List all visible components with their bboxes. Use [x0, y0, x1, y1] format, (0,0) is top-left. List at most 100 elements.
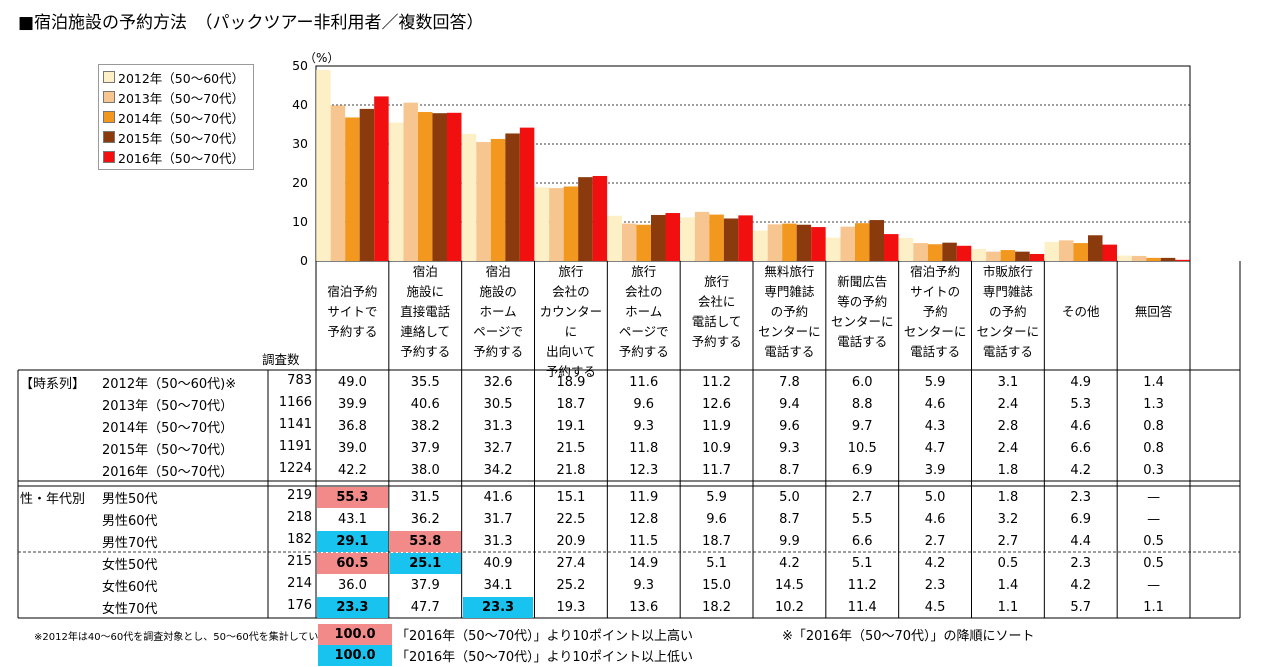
table-cell: 2.7	[924, 533, 946, 549]
table-cell: 2.4	[997, 396, 1019, 412]
bar	[578, 177, 593, 261]
table-cell: 49.0	[337, 375, 367, 390]
plot-frame	[315, 65, 1191, 262]
bar	[622, 223, 637, 261]
table-cell: 1.1	[1143, 599, 1164, 615]
category-label-line: 専門雑誌	[764, 284, 815, 299]
table-cell: 1.8	[997, 462, 1019, 478]
bar	[534, 187, 550, 261]
bar	[956, 245, 972, 261]
category-label-line: の予約	[770, 304, 809, 319]
category-label-line: 等の予約	[837, 294, 888, 309]
table-cell: 31.3	[483, 533, 513, 549]
row-sample-size: 783	[287, 373, 312, 388]
category-label: 旅行 会社の カウンターに 出向いて 予約する	[535, 262, 608, 382]
table-cell: 2.7	[997, 533, 1019, 549]
bar	[986, 251, 1001, 261]
table-cell: 9.6	[633, 396, 655, 412]
category-label-line: 直接電話	[400, 304, 451, 319]
table-cell: 1.4	[997, 577, 1019, 593]
bar	[942, 242, 957, 261]
table-cell: 2.3	[1070, 490, 1092, 505]
legend-swatch	[103, 91, 115, 103]
category-label-line: 予約	[922, 304, 948, 319]
bar	[345, 117, 360, 261]
category-label-line: センターに	[758, 324, 821, 339]
legend-item: 2014年（50～70代）	[99, 107, 253, 127]
table-cell: 18.9	[556, 375, 586, 390]
table-cell: 9.4	[779, 396, 800, 412]
bar	[898, 237, 914, 261]
bar	[636, 224, 651, 261]
table-cell: 2.8	[997, 418, 1019, 434]
category-label-line: 専門雑誌	[982, 284, 1033, 299]
table-cell: 39.9	[337, 396, 367, 412]
category-label-line: カウンターに	[539, 304, 603, 339]
category-label-line: 無回答	[1134, 304, 1173, 319]
table-cell: 6.9	[851, 462, 873, 478]
legend-item: 2013年（50～70代）	[99, 87, 253, 107]
table-cell: 4.5	[924, 599, 946, 615]
legend-label: 2014年（50～70代）	[118, 110, 245, 126]
table-cell: 4.4	[1070, 533, 1092, 549]
bar	[1117, 255, 1132, 261]
table-cell: 55.3	[317, 487, 388, 508]
row-sample-size: 214	[287, 575, 312, 591]
table-cell: 5.9	[706, 490, 727, 505]
bar	[753, 230, 768, 261]
table-cell: 11.2	[847, 577, 877, 593]
category-label-line: 電話する	[982, 344, 1033, 359]
row-sample-size: 1224	[278, 460, 312, 476]
high-key-text: 「2016年（50～70代）」より10ポイント以上高い	[396, 629, 693, 644]
table-cell: 10.5	[847, 440, 877, 456]
bar	[1059, 240, 1074, 261]
table-cell: 31.5	[410, 490, 440, 505]
legend-swatch	[103, 131, 115, 143]
bar	[869, 220, 884, 261]
table-cell: 11.9	[629, 490, 659, 505]
category-label-line: 電話する	[764, 344, 815, 359]
category-label: 宿泊予約 サイトで 予約する	[316, 282, 389, 342]
table-cell: 4.2	[924, 555, 946, 571]
table-cell: 9.3	[633, 577, 655, 593]
table-cell: 2.7	[851, 490, 873, 505]
table-cell: 5.3	[1070, 396, 1092, 412]
category-label: その他	[1044, 302, 1117, 322]
bar	[971, 248, 987, 261]
category-label-line: ホーム	[625, 304, 663, 319]
bar	[1160, 257, 1176, 261]
row-label: 2015年（50～70代）	[102, 442, 234, 458]
bar	[519, 127, 535, 262]
table-cell: 8.7	[779, 511, 800, 527]
category-label-line: 宿泊	[485, 264, 511, 279]
bar	[927, 244, 943, 261]
table-cell: 31.3	[483, 418, 513, 434]
table-cell: 4.2	[1070, 577, 1092, 593]
category-label-line: 予約する	[691, 334, 742, 349]
bar	[1175, 259, 1190, 261]
table-cell: 0.5	[1143, 533, 1164, 549]
category-label-line: センターに	[830, 314, 894, 329]
category-label-line: 予約する	[618, 344, 669, 359]
bar	[680, 217, 695, 261]
table-cell: 5.5	[851, 511, 873, 527]
category-label-line: サイトで	[327, 304, 378, 319]
category-label-line: 会社の	[624, 284, 663, 299]
table-cell: 11.4	[847, 599, 877, 615]
table-cell: 9.9	[779, 533, 800, 549]
table-cell: 39.0	[337, 440, 367, 456]
bar	[1029, 253, 1045, 261]
category-label-line: 会社に	[697, 294, 736, 309]
row-label: 女性70代	[102, 601, 158, 617]
row-sample-size: 182	[287, 531, 312, 547]
table-cell: 20.9	[556, 533, 586, 549]
table-cell: 13.6	[629, 599, 659, 615]
table-cell: 1.3	[1143, 396, 1164, 412]
bar	[563, 186, 579, 261]
y-tick-label: 10	[292, 214, 308, 229]
category-label-line: 予約する	[327, 324, 378, 339]
table-cell: 6.6	[1070, 440, 1092, 456]
table-cell: 25.2	[556, 577, 586, 593]
table-cell: 5.0	[924, 490, 946, 505]
